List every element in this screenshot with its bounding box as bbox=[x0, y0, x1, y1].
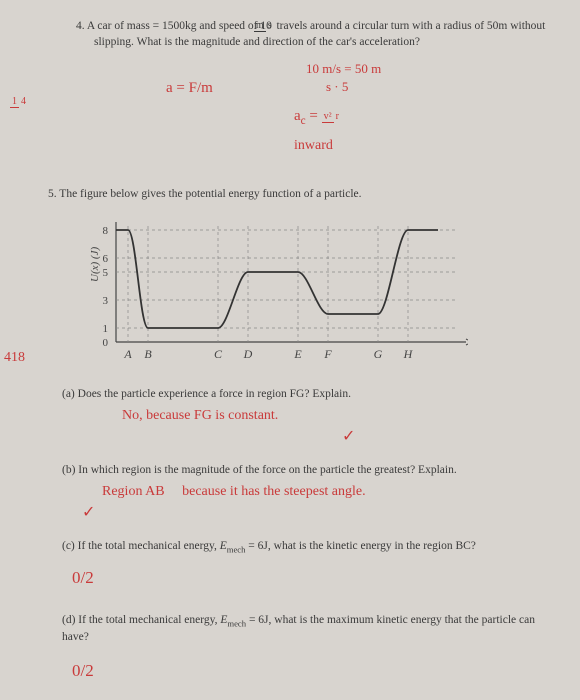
part-c-E: E bbox=[220, 540, 227, 552]
p4-hw-ac: ac = v²r bbox=[294, 106, 341, 130]
p4-text1: A car of mass = 1500kg and speed of 10 bbox=[87, 20, 272, 32]
part-b-ans2: because it has the steepest angle. bbox=[182, 484, 365, 499]
part-c-answer: 0/2 bbox=[72, 566, 558, 590]
part-c-question: (c) If the total mechanical energy, Emec… bbox=[62, 538, 558, 555]
svg-text:D: D bbox=[243, 347, 253, 361]
part-a-check: ✓ bbox=[342, 426, 558, 448]
part-d-question: (d) If the total mechanical energy, Emec… bbox=[62, 612, 558, 645]
part-a-question: (a) Does the particle experience a force… bbox=[62, 386, 558, 402]
part-b-question: (b) In which region is the magnitude of … bbox=[62, 462, 558, 478]
p4-hw-ss: s · 5 bbox=[326, 78, 348, 96]
p5-number: 5. bbox=[48, 188, 57, 200]
part-d-sub: mech bbox=[227, 618, 246, 628]
p5-text: The figure below gives the potential ene… bbox=[59, 188, 361, 200]
part-c-sub: mech bbox=[227, 545, 246, 555]
p4-hw-af: a = F/m bbox=[166, 78, 213, 99]
p4-hw-r: r bbox=[334, 111, 341, 122]
potential-energy-chart: 013568ABCDEFGHU(x) (J)x bbox=[88, 212, 468, 372]
part-b-answer: Region AB because it has the steepest an… bbox=[102, 482, 558, 502]
svg-text:0: 0 bbox=[103, 337, 109, 349]
p4-hw-v2: v² bbox=[322, 111, 334, 123]
svg-text:A: A bbox=[123, 347, 132, 361]
part-d-answer: 0/2 bbox=[72, 659, 558, 683]
part-c: (c) If the total mechanical energy, Emec… bbox=[62, 538, 558, 589]
part-d-q1: (d) If the total mechanical energy, bbox=[62, 614, 220, 626]
p4-number: 4. bbox=[76, 20, 85, 32]
p4-hw-inward: inward bbox=[294, 136, 333, 156]
svg-text:G: G bbox=[374, 347, 383, 361]
margin-page: 418 bbox=[4, 348, 25, 368]
svg-text:B: B bbox=[144, 347, 152, 361]
part-a-answer: No, because FG is constant. bbox=[122, 406, 558, 426]
p4-hw-10: 10 m/s = 50 m bbox=[306, 60, 381, 78]
p4-unit-top: m bbox=[254, 20, 266, 32]
chart-wrap: 013568ABCDEFGHU(x) (J)x bbox=[88, 212, 558, 372]
p4-unit-bot: s bbox=[266, 20, 274, 31]
svg-text:F: F bbox=[323, 347, 332, 361]
part-b-ans1: Region AB bbox=[102, 484, 165, 499]
svg-text:3: 3 bbox=[103, 295, 109, 307]
svg-text:E: E bbox=[293, 347, 302, 361]
part-b: (b) In which region is the magnitude of … bbox=[62, 462, 558, 524]
part-a: (a) Does the particle experience a force… bbox=[62, 386, 558, 448]
p4-hw-ac-a: a bbox=[294, 108, 301, 124]
part-c-q2: = 6J, what is the kinetic energy in the … bbox=[245, 540, 475, 552]
svg-text:5: 5 bbox=[103, 267, 109, 279]
part-a-ans-text: No, because FG is constant. bbox=[122, 408, 278, 423]
part-d: (d) If the total mechanical energy, Emec… bbox=[62, 612, 558, 683]
p4-hw-eq: = bbox=[306, 108, 322, 124]
svg-text:8: 8 bbox=[103, 225, 109, 237]
problem-4: 4. A car of mass = 1500kg and speed of 1… bbox=[48, 18, 558, 170]
svg-text:6: 6 bbox=[103, 253, 109, 265]
part-c-q1: (c) If the total mechanical energy, bbox=[62, 540, 220, 552]
svg-text:U(x) (J): U(x) (J) bbox=[89, 247, 101, 282]
svg-text:C: C bbox=[214, 347, 223, 361]
part-b-check: ✓ bbox=[82, 502, 558, 524]
margin-frac14: 14 bbox=[10, 92, 28, 112]
svg-text:1: 1 bbox=[103, 323, 109, 335]
problem-5: 5. The figure below gives the potential … bbox=[48, 186, 558, 683]
svg-text:H: H bbox=[403, 347, 414, 361]
